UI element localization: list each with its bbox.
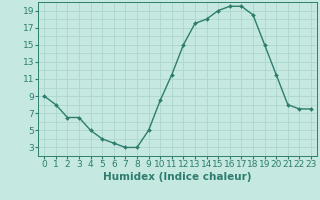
X-axis label: Humidex (Indice chaleur): Humidex (Indice chaleur) <box>103 172 252 182</box>
